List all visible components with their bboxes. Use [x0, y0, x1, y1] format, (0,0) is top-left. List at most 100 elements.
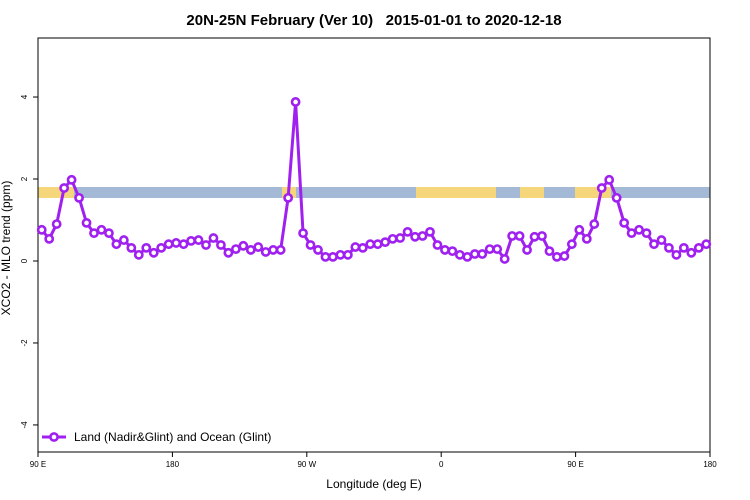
y-tick-label: -2 [20, 339, 29, 347]
ocean-band [38, 187, 710, 198]
point [514, 231, 525, 241]
map-strip [38, 187, 710, 198]
point [566, 239, 577, 250]
point [402, 226, 413, 237]
point [380, 237, 391, 248]
x-tick-label: 180 [166, 460, 180, 469]
point [44, 233, 55, 244]
point [51, 219, 62, 229]
point [664, 242, 674, 253]
x-tick-label: 90 W [297, 460, 316, 469]
point [133, 249, 144, 260]
point [313, 245, 323, 255]
point [89, 228, 99, 239]
point [178, 239, 189, 250]
point [499, 254, 510, 264]
point [245, 245, 256, 255]
point [454, 249, 465, 260]
point [522, 245, 532, 255]
point [492, 244, 503, 254]
point [581, 233, 592, 244]
point [104, 228, 114, 239]
point [372, 239, 383, 250]
point [410, 231, 420, 242]
point [641, 228, 652, 239]
point [156, 242, 167, 253]
y-tick-label: -4 [20, 421, 29, 429]
land-patch [575, 187, 611, 198]
x-tick-label: 0 [439, 460, 444, 469]
point [81, 217, 92, 228]
point [320, 251, 331, 262]
legend-marker [49, 432, 59, 442]
point [223, 247, 234, 258]
point [268, 245, 279, 255]
point [163, 239, 174, 250]
point [365, 239, 376, 250]
point [342, 249, 353, 260]
x-tick-label: 90 E [30, 460, 46, 469]
point [148, 247, 159, 258]
point [118, 235, 129, 245]
point [328, 251, 338, 262]
point [432, 240, 443, 250]
point [484, 244, 495, 254]
y-axis-label: XCO2 - MLO trend (ppm) [0, 181, 13, 316]
legend-label: Land (Nadir&Glint) and Ocean (Glint) [74, 430, 271, 444]
point [298, 228, 308, 239]
point [238, 240, 249, 251]
point [171, 238, 182, 248]
point [701, 239, 712, 250]
x-tick-label: 90 E [567, 460, 583, 469]
point [552, 251, 562, 262]
x-axis-label: Longitude (deg E) [326, 477, 421, 491]
point [596, 183, 607, 193]
point [141, 242, 152, 253]
point [537, 231, 547, 241]
x-tick-label: 180 [703, 460, 717, 469]
point [305, 240, 316, 250]
point [290, 97, 301, 107]
point [253, 242, 264, 252]
point [126, 242, 137, 253]
y-tick-label: 4 [20, 94, 29, 99]
point [559, 251, 570, 261]
point [193, 235, 204, 245]
point [529, 231, 540, 242]
point [634, 224, 644, 235]
point [671, 249, 682, 260]
point [649, 239, 659, 250]
point [440, 245, 450, 255]
point [96, 224, 107, 235]
point [604, 174, 615, 185]
point [626, 228, 637, 239]
point [216, 240, 226, 250]
point [425, 226, 435, 237]
land-patch [416, 187, 496, 198]
point [208, 233, 219, 243]
point [469, 249, 480, 259]
point [260, 247, 271, 257]
point [230, 244, 241, 254]
y-tick-label: 2 [20, 176, 29, 181]
point [350, 242, 361, 252]
point [275, 245, 286, 255]
point [477, 249, 488, 259]
point [186, 236, 196, 246]
land-patch [520, 187, 544, 198]
land-patch [38, 187, 74, 198]
point [357, 242, 368, 253]
point [589, 219, 600, 229]
point [693, 242, 704, 253]
point [395, 233, 406, 243]
point [66, 174, 77, 185]
y-tick-label: 0 [20, 258, 29, 263]
point [462, 251, 473, 262]
point [283, 192, 294, 203]
point [59, 183, 70, 193]
point [656, 235, 667, 245]
point [574, 224, 585, 235]
point [36, 224, 47, 235]
point [544, 246, 555, 257]
